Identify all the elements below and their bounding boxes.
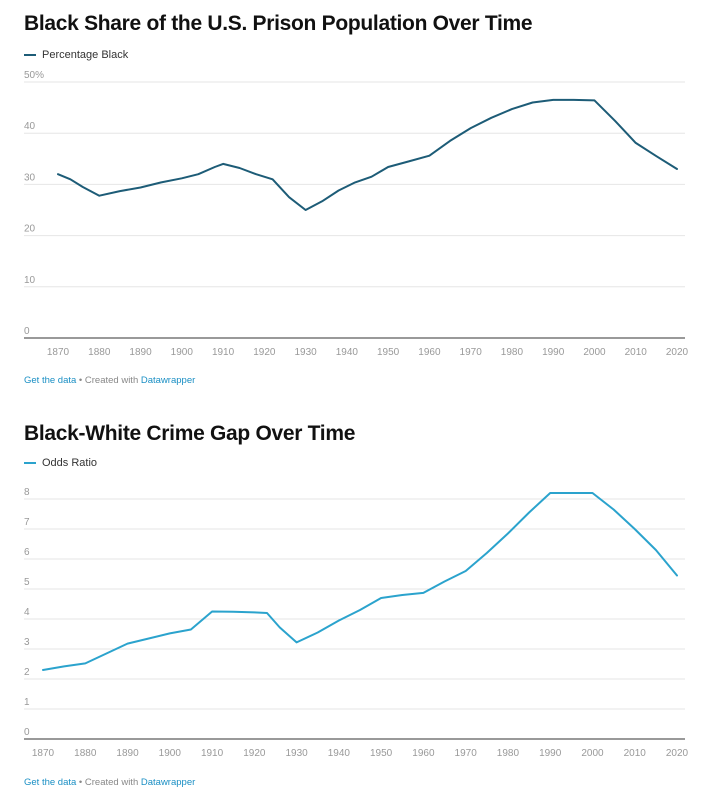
x-tick-label: 1970 bbox=[455, 748, 478, 759]
chart-panel-1: Black Share of the U.S. Prison Populatio… bbox=[24, 12, 689, 386]
x-tick-label: 1880 bbox=[74, 748, 97, 759]
chart-title: Black Share of the U.S. Prison Populatio… bbox=[24, 12, 533, 35]
footer-separator: • Created with bbox=[76, 375, 141, 386]
x-tick-label: 2010 bbox=[624, 748, 647, 759]
x-tick-label: 1890 bbox=[116, 748, 139, 759]
line-chart: 0 1 2 3 4 5 6 7 8 1870 1880 1890 1900 1910 1920 1930 194… bbox=[24, 487, 689, 759]
x-tick-label: 2000 bbox=[583, 347, 606, 358]
x-tick-label: 1950 bbox=[377, 347, 400, 358]
x-tick-label: 1870 bbox=[32, 748, 55, 759]
x-tick-label: 1990 bbox=[542, 347, 565, 358]
legend-label: Odds Ratio bbox=[42, 457, 98, 469]
chart-footer: Get the data • Created with Datawrapper bbox=[24, 777, 195, 788]
get-data-link[interactable]: Get the data bbox=[24, 375, 77, 386]
chart-footer: Get the data • Created with Datawrapper bbox=[24, 375, 195, 386]
x-tick-label: 1870 bbox=[47, 347, 70, 358]
x-tick-label: 1970 bbox=[460, 347, 483, 358]
x-tick-label: 1930 bbox=[285, 748, 308, 759]
x-tick-label: 1910 bbox=[212, 347, 235, 358]
legend-swatch bbox=[24, 54, 36, 56]
y-tick-label: 2 bbox=[24, 667, 30, 678]
line-chart: 0 10 20 30 40 50% 1870 1880 1890 1900 1910 1920 1930… bbox=[24, 70, 689, 358]
y-tick-label: 40 bbox=[24, 121, 36, 132]
x-tick-label: 1930 bbox=[294, 347, 317, 358]
y-tick-label: 7 bbox=[24, 517, 30, 528]
y-tick-label: 0 bbox=[24, 727, 30, 738]
y-tick-label: 20 bbox=[24, 224, 36, 235]
x-tick-label: 2010 bbox=[625, 347, 648, 358]
y-tick-label: 4 bbox=[24, 607, 30, 618]
legend-label: Percentage Black bbox=[42, 49, 129, 61]
y-tick-label: 10 bbox=[24, 275, 36, 286]
series-line bbox=[57, 98, 678, 211]
datawrapper-link[interactable]: Datawrapper bbox=[140, 375, 196, 386]
y-tick-label: 0 bbox=[24, 326, 30, 337]
y-tick-label: 30 bbox=[24, 172, 36, 183]
x-tick-label: 2020 bbox=[666, 748, 689, 759]
chart-panel-2: Black-White Crime Gap Over Time Odds Rat… bbox=[0, 400, 712, 800]
x-tick-label: 1990 bbox=[539, 748, 562, 759]
x-tick-label: 1940 bbox=[336, 347, 359, 358]
x-tick-label: 1960 bbox=[412, 748, 435, 759]
x-tick-label: 1950 bbox=[370, 748, 393, 759]
series-line bbox=[42, 492, 678, 671]
x-tick-label: 1980 bbox=[501, 347, 524, 358]
x-tick-label: 1920 bbox=[243, 748, 266, 759]
legend: Percentage Black bbox=[24, 49, 128, 61]
legend-swatch bbox=[24, 462, 36, 464]
x-tick-label: 2020 bbox=[666, 347, 689, 358]
x-tick-label: 1900 bbox=[171, 347, 194, 358]
x-tick-label: 1910 bbox=[201, 748, 224, 759]
x-tick-label: 1980 bbox=[497, 748, 520, 759]
y-tick-label: 6 bbox=[24, 547, 30, 558]
x-tick-label: 1900 bbox=[159, 748, 182, 759]
legend: Odds Ratio bbox=[24, 457, 97, 469]
y-tick-label: 5 bbox=[24, 577, 30, 588]
chart-title: Black-White Crime Gap Over Time bbox=[24, 422, 356, 445]
datawrapper-link[interactable]: Datawrapper bbox=[140, 777, 196, 788]
footer-separator: • Created with bbox=[76, 777, 141, 788]
x-tick-label: 1940 bbox=[328, 748, 351, 759]
x-tick-label: 1880 bbox=[88, 347, 111, 358]
x-tick-label: 1960 bbox=[418, 347, 441, 358]
get-data-link[interactable]: Get the data bbox=[24, 777, 77, 788]
x-tick-label: 1920 bbox=[253, 347, 276, 358]
y-tick-label: 50% bbox=[24, 70, 44, 81]
x-tick-label: 2000 bbox=[581, 748, 604, 759]
y-tick-label: 3 bbox=[24, 637, 30, 648]
y-tick-label: 8 bbox=[24, 487, 30, 498]
x-tick-label: 1890 bbox=[129, 347, 152, 358]
y-tick-label: 1 bbox=[24, 697, 30, 708]
